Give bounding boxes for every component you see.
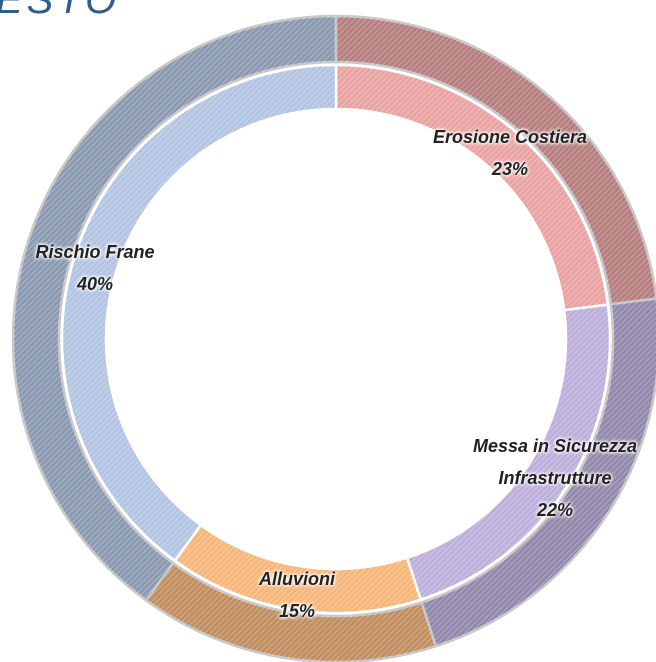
- slice-label: Messa in Sicurezza Infrastrutture 22%: [445, 430, 656, 526]
- value-label: 40%: [76, 274, 114, 294]
- value-label: 15%: [278, 601, 316, 621]
- category-label: Alluvioni: [259, 569, 335, 589]
- category-label: Erosione Costiera: [432, 127, 588, 147]
- category-label: Messa in Sicurezza Infrastrutture: [472, 436, 638, 488]
- value-label: 23%: [491, 159, 529, 179]
- category-label: Rischio Frane: [35, 242, 155, 262]
- slice-label: Rischio Frane 40%: [15, 236, 175, 300]
- slice-label: Erosione Costiera 23%: [410, 121, 610, 185]
- value-label: 22%: [536, 500, 574, 520]
- slice-label: Alluvioni 15%: [227, 563, 367, 627]
